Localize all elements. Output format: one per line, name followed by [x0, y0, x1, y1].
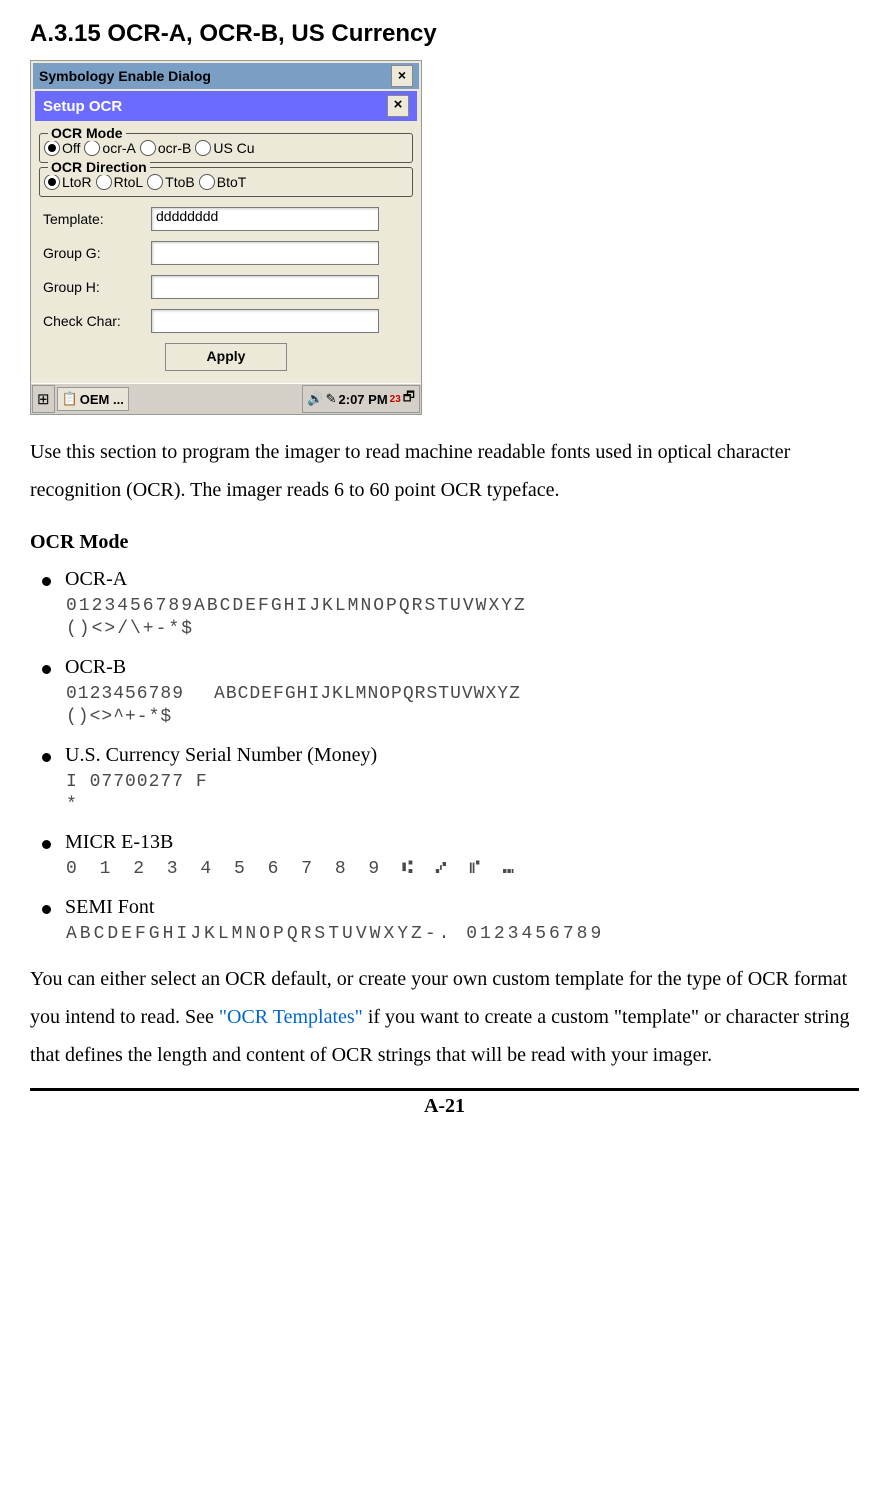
window-titlebar: Setup OCR ×: [35, 91, 417, 121]
grouph-label: Group H:: [43, 279, 143, 295]
template-input[interactable]: dddddddd: [151, 207, 379, 231]
badge-icon: 23: [390, 394, 401, 405]
tray-icon: 🗗: [403, 388, 415, 410]
ocr-mode-ocra-radio[interactable]: ocr-A: [84, 140, 135, 156]
radio-icon: [199, 174, 215, 190]
grouph-row: Group H:: [43, 275, 409, 299]
ocra-sample: 0123456789ABCDEFGHIJKLMNOPQRSTUVWXYZ ()<…: [66, 595, 859, 642]
template-row: Template: dddddddd: [43, 207, 409, 231]
ocr-dir-btot-radio[interactable]: BtoT: [199, 174, 247, 190]
section-heading: A.3.15 OCR-A, OCR-B, US Currency: [30, 20, 859, 48]
bullet-semi: SEMI Font: [42, 896, 859, 919]
bullet-uscurrency: U.S. Currency Serial Number (Money): [42, 744, 859, 767]
ocr-direction-fieldset: OCR Direction LtoR RtoL TtoB BtoT: [39, 167, 413, 197]
radio-icon: [84, 140, 100, 156]
page-footer: A-21: [30, 1088, 859, 1118]
ocr-templates-link[interactable]: "OCR Templates": [219, 1006, 363, 1028]
ocr-mode-uscu-radio[interactable]: US Cu: [195, 140, 254, 156]
apply-button[interactable]: Apply: [165, 343, 287, 371]
taskbar-oem-button[interactable]: 📋 OEM ...: [57, 387, 129, 411]
ocr-mode-subhead: OCR Mode: [30, 531, 859, 554]
ocr-dir-ttob-radio[interactable]: TtoB: [147, 174, 195, 190]
bullet-icon: [42, 753, 51, 762]
bullet-label: SEMI Font: [65, 896, 154, 919]
bullet-label: OCR-A: [65, 568, 127, 591]
ocr-dir-rtol-radio[interactable]: RtoL: [96, 174, 144, 190]
tray-icon: 🔊: [307, 391, 323, 407]
ocrb-sample: 0123456789ABCDEFGHIJKLMNOPQRSTUVWXYZ ()<…: [66, 683, 859, 730]
ocr-mode-legend: OCR Mode: [48, 125, 126, 141]
ocr-dir-ltor-radio[interactable]: LtoR: [44, 174, 92, 190]
ocr-mode-ocrb-radio[interactable]: ocr-B: [140, 140, 191, 156]
uscurrency-sample: I 07700277 F *: [66, 771, 859, 818]
bullet-icon: [42, 577, 51, 586]
taskbar-tray[interactable]: 🔊 ✎ 2:07 PM 23 🗗: [302, 385, 420, 413]
bullet-label: MICR E-13B: [65, 831, 173, 854]
radio-icon: [140, 140, 156, 156]
windows-flag-icon: ⊞: [37, 390, 50, 408]
bullet-icon: [42, 665, 51, 674]
groupg-label: Group G:: [43, 245, 143, 261]
radio-icon: [96, 174, 112, 190]
checkchar-input[interactable]: [151, 309, 379, 333]
page-number: A-21: [424, 1095, 465, 1117]
background-window-titlebar: Symbology Enable Dialog ×: [33, 63, 419, 89]
tray-icon: ✎: [326, 391, 337, 407]
ocr-mode-off-radio[interactable]: Off: [44, 140, 80, 156]
bullet-icon: [42, 840, 51, 849]
groupg-input[interactable]: [151, 241, 379, 265]
bullet-icon: [42, 905, 51, 914]
radio-icon: [195, 140, 211, 156]
radio-icon: [44, 140, 60, 156]
ocr-direction-legend: OCR Direction: [48, 159, 150, 175]
groupg-row: Group G:: [43, 241, 409, 265]
checkchar-row: Check Char:: [43, 309, 409, 333]
template-label: Template:: [43, 211, 143, 227]
taskbar-clock: 2:07 PM: [339, 392, 388, 407]
radio-icon: [147, 174, 163, 190]
window-title: Setup OCR: [43, 98, 122, 115]
closing-paragraph: You can either select an OCR default, or…: [30, 960, 859, 1074]
background-window-title: Symbology Enable Dialog: [39, 68, 211, 84]
bullet-ocra: OCR-A: [42, 568, 859, 591]
close-icon[interactable]: ×: [391, 65, 413, 87]
taskbar: ⊞ 📋 OEM ... 🔊 ✎ 2:07 PM 23 🗗: [31, 383, 421, 414]
checkchar-label: Check Char:: [43, 313, 143, 329]
start-button[interactable]: ⊞: [32, 385, 55, 413]
micr-sample: 0 1 2 3 4 5 6 7 8 9 ⑆ ⑇ ⑈ ⑉: [66, 858, 859, 881]
radio-icon: [44, 174, 60, 190]
bullet-label: OCR-B: [65, 656, 126, 679]
bullet-micr: MICR E-13B: [42, 831, 859, 854]
dialog-panel: OCR Mode Off ocr-A ocr-B US Cu OCR Direc…: [33, 123, 419, 381]
grouph-input[interactable]: [151, 275, 379, 299]
bullet-label: U.S. Currency Serial Number (Money): [65, 744, 377, 767]
bullet-ocrb: OCR-B: [42, 656, 859, 679]
setup-ocr-screenshot: Symbology Enable Dialog × Setup OCR × OC…: [30, 60, 422, 415]
intro-paragraph: Use this section to program the imager t…: [30, 433, 859, 509]
close-icon[interactable]: ×: [387, 95, 409, 117]
semi-sample: ABCDEFGHIJKLMNOPQRSTUVWXYZ-. 0123456789: [66, 923, 859, 946]
